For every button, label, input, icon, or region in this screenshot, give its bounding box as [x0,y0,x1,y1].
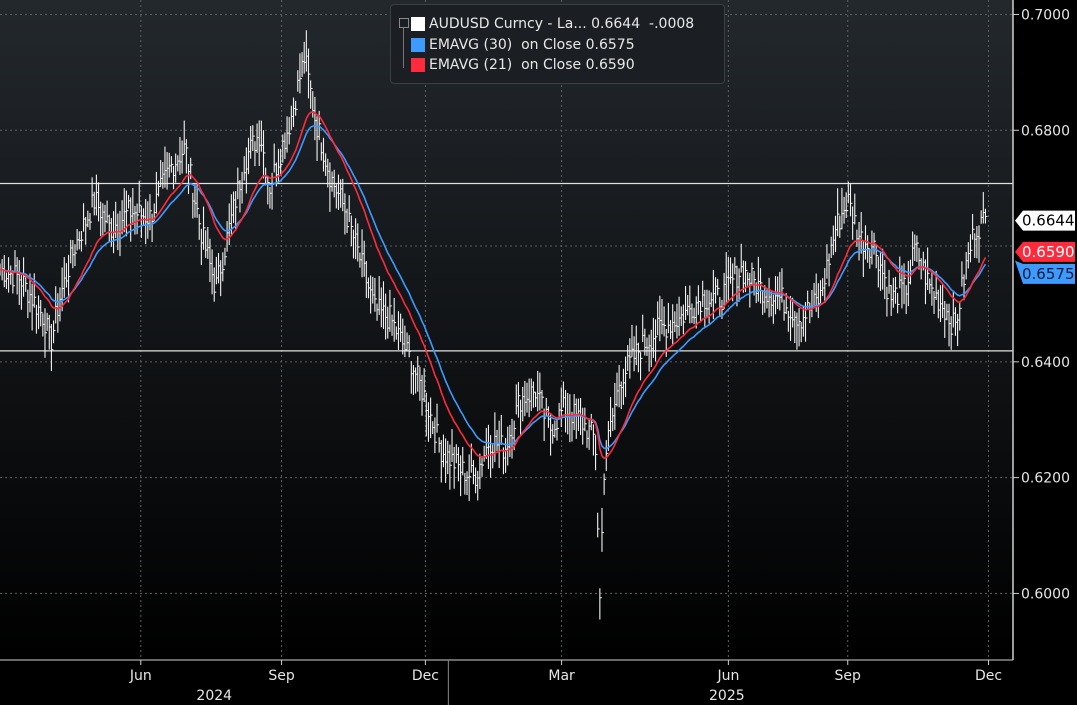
year-label: 2025 [709,688,745,704]
legend-item-ema21[interactable]: EMAVG (21) on Close 0.6590 [411,55,635,75]
x-tick-label: Sep [268,668,295,684]
ema-line-21 [0,111,987,459]
last-price-tag: 0.6644 [1022,212,1075,230]
legend-item-ema30[interactable]: EMAVG (30) on Close 0.6575 [411,35,635,55]
plot-background [0,0,1013,660]
x-tick-label: Mar [548,668,575,684]
x-tick-label: Dec [975,668,1002,684]
blue-swatch-icon [411,38,425,52]
x-tick-label: Jun [716,668,739,684]
legend-last: 0.6575 [585,37,635,53]
x-tick-label: Jun [129,668,152,684]
legend: AUDUSD Curncy - La... 0.6644 -.0008 EMAV… [390,4,725,84]
ema21-value-tag: 0.6590 [1022,243,1075,261]
ema30-value-tag: 0.6575 [1022,265,1075,283]
white-swatch-icon [411,17,425,31]
y-tick-label: 0.6000 [1021,586,1070,602]
legend-change: -.0008 [649,16,695,32]
legend-last: 0.6590 [585,57,635,73]
legend-label: EMAVG (21) on Close [429,57,582,73]
y-tick-label: 0.6200 [1021,471,1070,487]
x-tick-label: Sep [835,668,862,684]
red-swatch-icon [411,58,425,72]
y-tick-label: 0.6800 [1021,123,1070,139]
ema21-value-tag-bg [1015,241,1075,262]
tree-line [403,28,404,68]
collapse-icon[interactable] [399,18,409,28]
ema30-value-tag-bg [1015,260,1075,284]
y-tick-label: 0.7000 [1021,7,1070,23]
year-label: 2024 [196,688,232,704]
x-tick-label: Dec [412,668,439,684]
last-price-tag-bg [1015,210,1075,231]
legend-label: EMAVG (30) on Close [429,37,582,53]
legend-label: AUDUSD Curncy - La... [429,16,587,32]
legend-item-price[interactable]: AUDUSD Curncy - La... 0.6644 -.0008 [411,14,694,34]
legend-last: 0.6644 [591,16,641,32]
y-tick-label: 0.6400 [1021,355,1070,371]
